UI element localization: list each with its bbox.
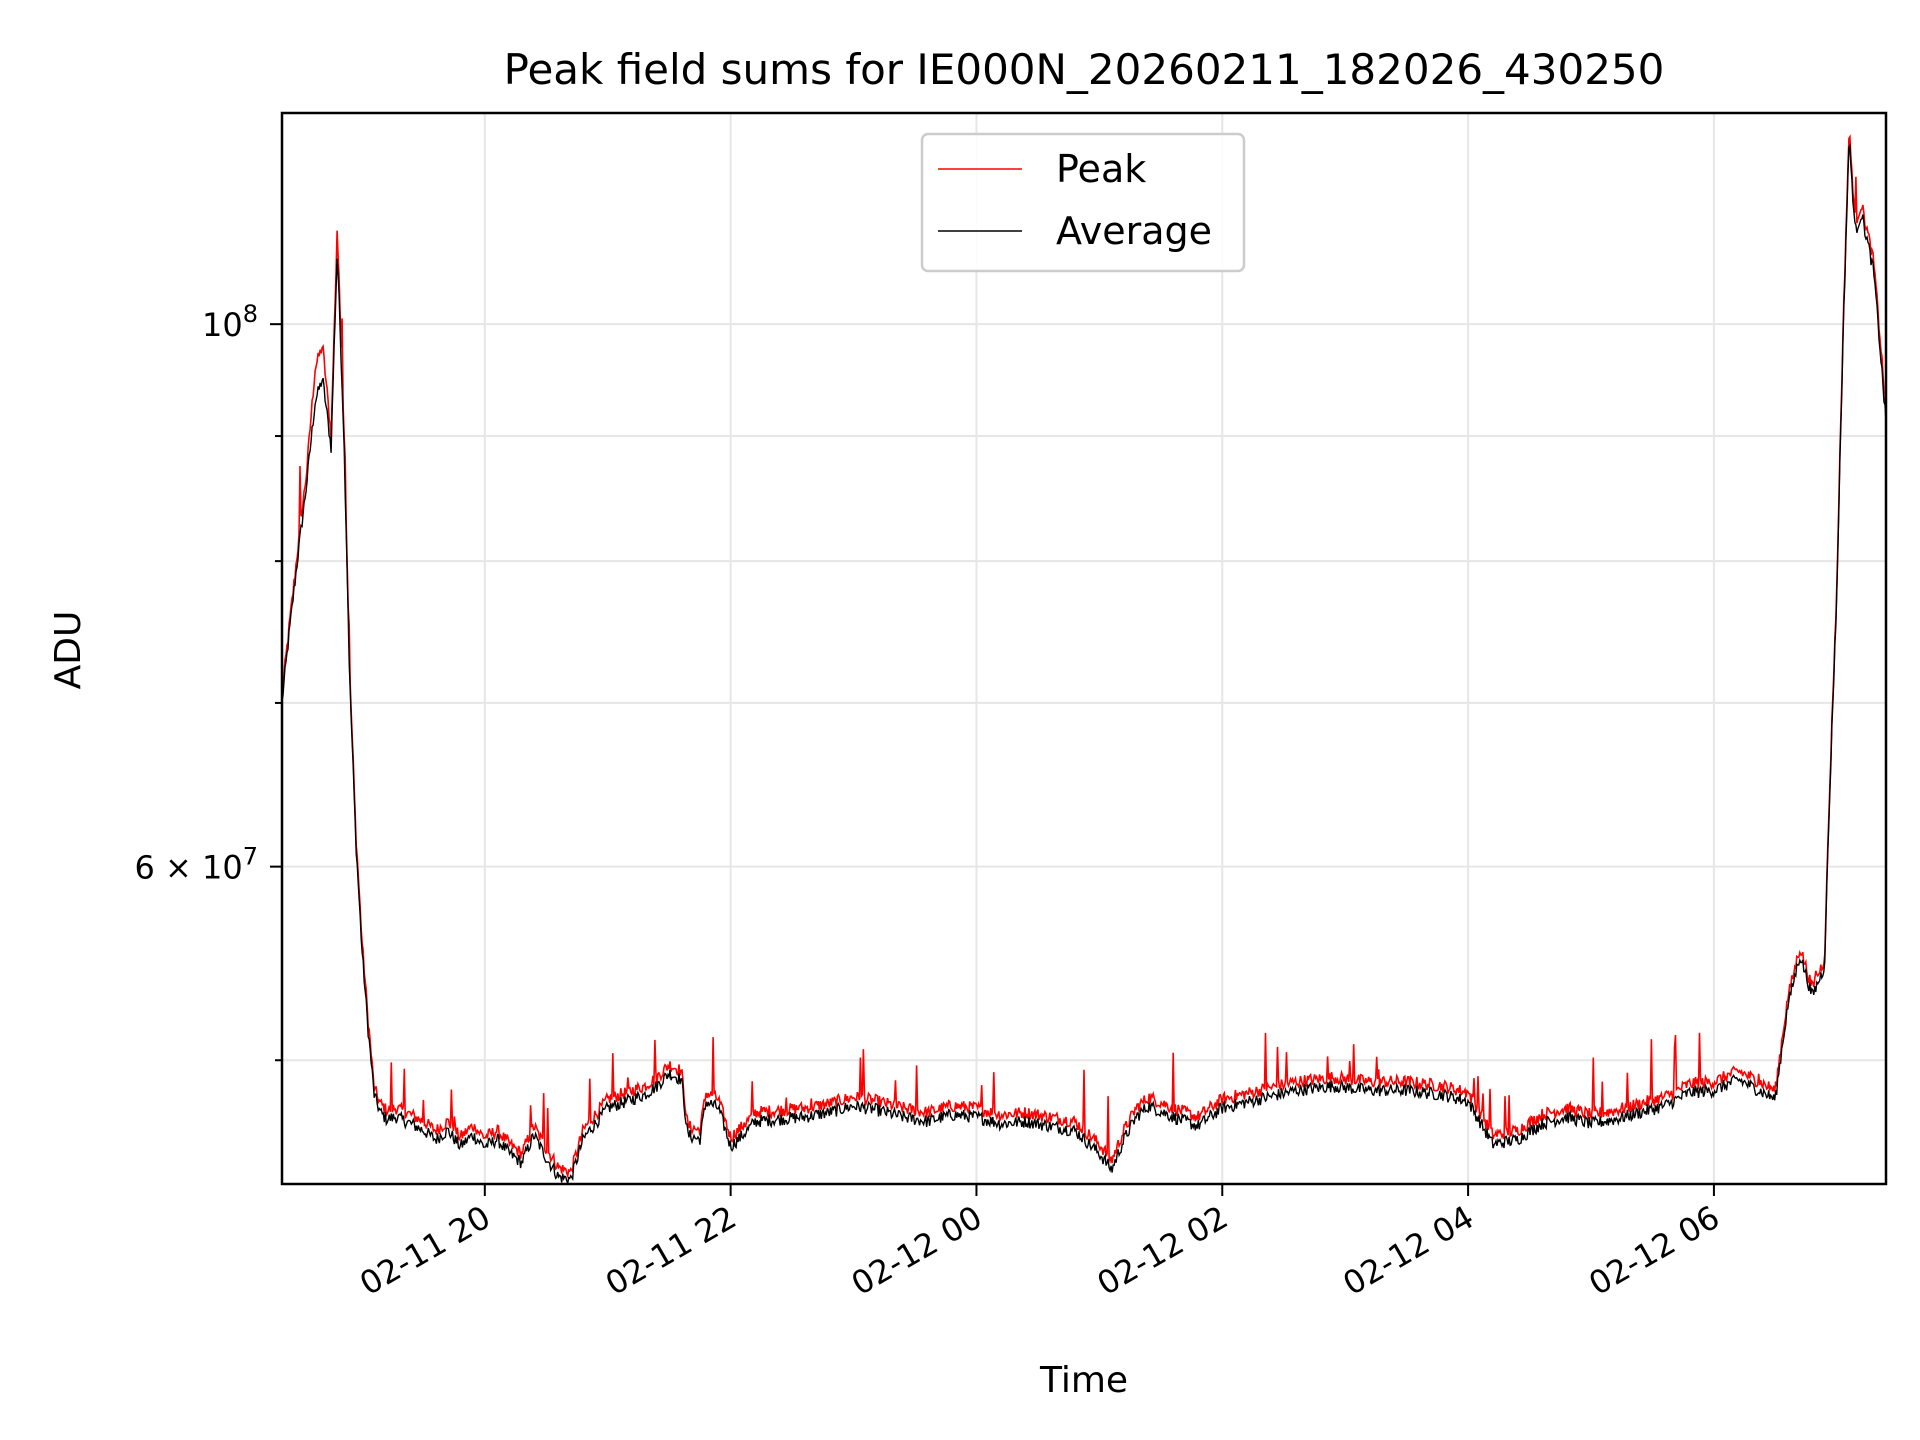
x-tick-label: 02-12 06: [1582, 1198, 1726, 1303]
x-tick-label: 02-12 02: [1091, 1198, 1235, 1303]
series-layer: [282, 133, 1886, 1184]
x-tick-label: 02-12 00: [845, 1198, 989, 1303]
y-tick-label: 108: [202, 300, 258, 344]
x-tick-label: 02-12 04: [1337, 1198, 1481, 1303]
x-tick-label: 02-11 22: [599, 1198, 743, 1303]
series-line-peak: [282, 133, 1886, 1179]
legend-label-peak: Peak: [1056, 147, 1146, 191]
x-tick-label: 02-11 20: [353, 1198, 497, 1303]
chart-title: Peak field sums for IE000N_20260211_1820…: [504, 45, 1665, 94]
legend: Peak Average: [920, 132, 1246, 273]
grid: [282, 113, 1886, 1184]
y-axis-label: ADU: [48, 611, 89, 690]
plot-frame: [280, 111, 1888, 1186]
axis-ticks: 02-11 20 02-11 22 02-12 00 02-12 02 02-12 04…: [134, 300, 1725, 1303]
x-axis-label: Time: [1039, 1360, 1128, 1401]
y-tick-label: 6 × 107: [134, 843, 258, 887]
series-line-average: [282, 143, 1886, 1184]
legend-label-average: Average: [1056, 209, 1212, 253]
